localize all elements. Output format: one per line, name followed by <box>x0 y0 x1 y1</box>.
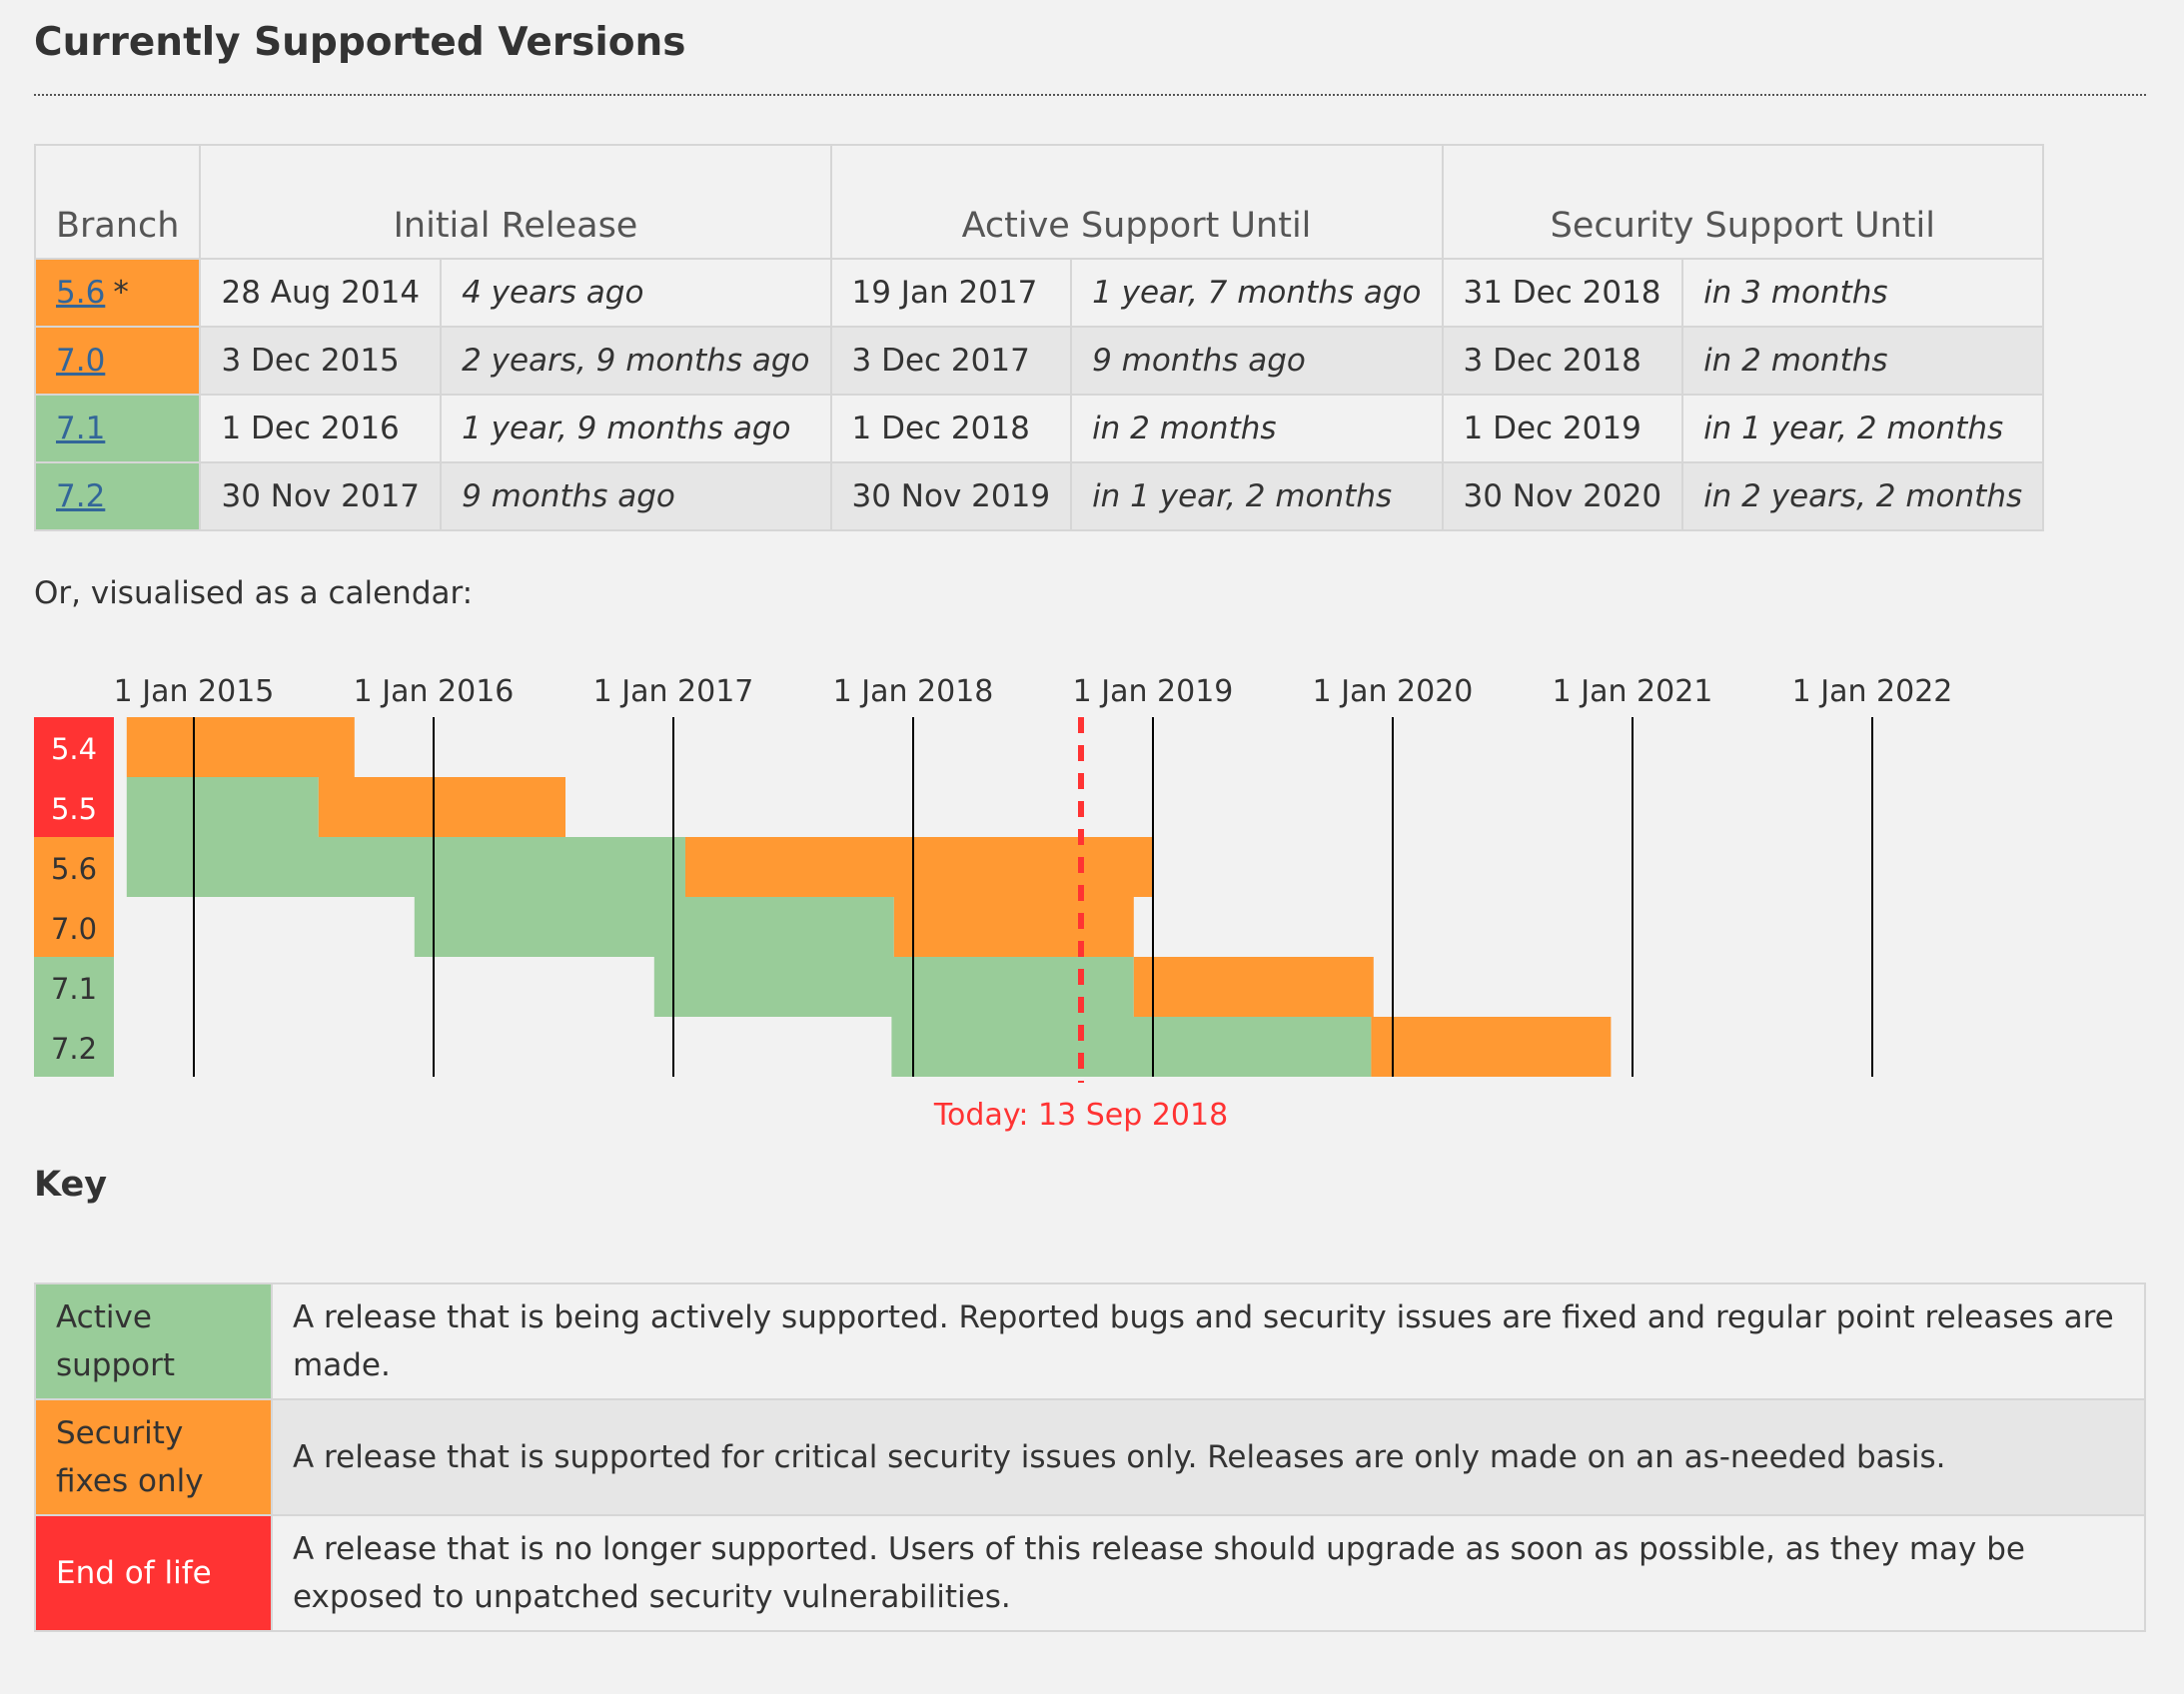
security-relative: in 2 years, 2 months <box>1681 461 2045 531</box>
key-row: End of life A release that is no longer … <box>34 1514 2146 1632</box>
year-tick-label: 1 Jan 2017 <box>593 674 754 709</box>
security-support-bar <box>126 717 355 777</box>
security-relative: in 3 months <box>1681 258 2045 328</box>
branch-cell: 7.2 <box>33 461 202 531</box>
initial-relative: 4 years ago <box>440 258 832 328</box>
header-initial-release: Initial Release <box>199 144 832 260</box>
key-description: A release that is supported for critical… <box>271 1398 2146 1516</box>
branch-label: 5.6 <box>51 852 97 886</box>
active-relative: 1 year, 7 months ago <box>1070 258 1444 328</box>
title-divider <box>34 94 2146 96</box>
branch-cell: 7.0 <box>33 326 202 396</box>
initial-date: 1 Dec 2016 <box>199 394 443 463</box>
branch-link-7-1[interactable]: 7.1 <box>56 411 106 446</box>
active-date: 19 Jan 2017 <box>829 258 1073 328</box>
initial-date: 30 Nov 2017 <box>199 461 443 531</box>
year-tick-label: 1 Jan 2016 <box>354 674 515 709</box>
security-support-bar <box>1371 1017 1612 1077</box>
table-row: 7.2 30 Nov 2017 9 months ago 30 Nov 2019… <box>33 461 2045 531</box>
key-row: Active support A release that is being a… <box>34 1282 2146 1400</box>
branch-label: 7.1 <box>51 972 97 1006</box>
security-date: 1 Dec 2019 <box>1441 394 1684 463</box>
branch-label-bg <box>34 1017 114 1077</box>
branch-label-bg <box>34 957 114 1017</box>
release-calendar: 5.4 5.5 5.6 7.0 7.1 7.2 1 Jan 2015 1 Jan 2016 1 … <box>34 674 1953 1133</box>
year-tick-label: 1 Jan 2020 <box>1313 674 1474 709</box>
header-active-support: Active Support Until <box>829 144 1444 260</box>
branch-link-7-2[interactable]: 7.2 <box>56 478 106 514</box>
active-date: 3 Dec 2017 <box>829 326 1073 396</box>
initial-relative: 2 years, 9 months ago <box>440 326 832 396</box>
branch-label: 5.5 <box>51 792 97 826</box>
branch-label: 5.4 <box>51 732 97 766</box>
branch-label-bg <box>34 777 114 837</box>
branch-link-5-6[interactable]: 5.6 <box>56 275 106 311</box>
security-relative: in 1 year, 2 months <box>1681 394 2045 463</box>
supported-versions-table: Branch Initial Release Active Support Un… <box>33 144 2045 531</box>
header-security-support: Security Support Until <box>1441 144 2045 260</box>
today-label: Today: 13 Sep 2018 <box>933 1098 1228 1133</box>
key-title: Key <box>34 1165 108 1205</box>
key-description: A release that is no longer supported. U… <box>271 1514 2146 1632</box>
key-label-active: Active support <box>34 1282 273 1400</box>
branch-label: 7.0 <box>51 912 97 946</box>
security-relative: in 2 months <box>1681 326 2045 396</box>
active-date: 1 Dec 2018 <box>829 394 1073 463</box>
key-label-security: Security fixes only <box>34 1398 273 1516</box>
table-header-row: Branch Initial Release Active Support Un… <box>33 144 2045 260</box>
branch-label-bg <box>34 837 114 897</box>
security-support-bar <box>893 897 1134 957</box>
initial-relative: 1 year, 9 months ago <box>440 394 832 463</box>
branch-label-bg <box>34 897 114 957</box>
year-tick-label: 1 Jan 2019 <box>1073 674 1234 709</box>
initial-date: 28 Aug 2014 <box>199 258 443 328</box>
active-relative: in 2 months <box>1070 394 1444 463</box>
active-support-bar <box>653 957 1134 1017</box>
active-relative: 9 months ago <box>1070 326 1444 396</box>
key-description: A release that is being actively support… <box>271 1282 2146 1400</box>
security-support-bar <box>318 777 565 837</box>
year-tick-label: 1 Jan 2015 <box>114 674 275 709</box>
key-label-eol: End of life <box>34 1514 273 1632</box>
header-branch: Branch <box>33 144 202 260</box>
initial-date: 3 Dec 2015 <box>199 326 443 396</box>
key-row: Security fixes only A release that is su… <box>34 1398 2146 1516</box>
branch-label-bg <box>34 717 114 777</box>
security-date: 3 Dec 2018 <box>1441 326 1684 396</box>
branch-cell: 5.6 * <box>33 258 202 328</box>
branch-cell: 7.1 <box>33 394 202 463</box>
year-tick-label: 1 Jan 2018 <box>833 674 994 709</box>
branch-link-7-0[interactable]: 7.0 <box>56 343 106 379</box>
page-title: Currently Supported Versions <box>34 20 686 65</box>
initial-relative: 9 months ago <box>440 461 832 531</box>
active-support-bar <box>414 897 894 957</box>
security-support-bar <box>685 837 1153 897</box>
table-row: 5.6 * 28 Aug 2014 4 years ago 19 Jan 2017… <box>33 258 2045 328</box>
branch-star: * <box>113 275 129 311</box>
year-tick-label: 1 Jan 2022 <box>1792 674 1953 709</box>
key-table: Active support A release that is being a… <box>34 1282 2146 1632</box>
active-support-bar <box>126 837 686 897</box>
table-row: 7.0 3 Dec 2015 2 years, 9 months ago 3 D… <box>33 326 2045 396</box>
security-date: 30 Nov 2020 <box>1441 461 1684 531</box>
branch-label: 7.2 <box>51 1032 97 1066</box>
year-tick-label: 1 Jan 2021 <box>1553 674 1713 709</box>
active-relative: in 1 year, 2 months <box>1070 461 1444 531</box>
security-support-bar <box>1133 957 1374 1017</box>
calendar-intro: Or, visualised as a calendar: <box>34 575 474 611</box>
active-support-bar <box>891 1017 1372 1077</box>
active-date: 30 Nov 2019 <box>829 461 1073 531</box>
table-row: 7.1 1 Dec 2016 1 year, 9 months ago 1 De… <box>33 394 2045 463</box>
active-support-bar <box>126 777 319 837</box>
security-date: 31 Dec 2018 <box>1441 258 1684 328</box>
